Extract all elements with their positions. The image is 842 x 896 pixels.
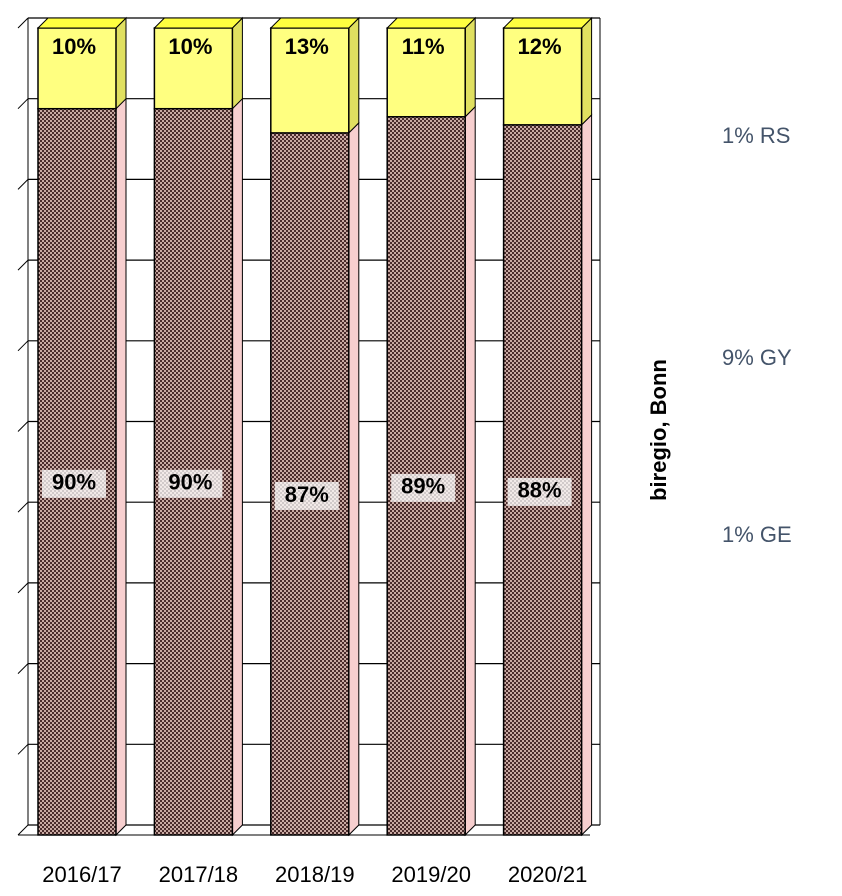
tick-mark <box>17 259 29 271</box>
value-label: 10% <box>168 34 212 59</box>
side-label: 1% GE <box>722 522 792 547</box>
tick-mark <box>17 179 29 190</box>
bar-side <box>231 97 243 837</box>
value-label: 87% <box>285 482 329 507</box>
tick-mark <box>17 421 29 432</box>
value-label: 12% <box>518 34 562 59</box>
bar-side <box>348 121 360 837</box>
label-box <box>274 481 339 510</box>
bars: 90% 10% 2016/17 90% 10% 2017/18 87% 13% 2018/19 8… <box>36 16 593 887</box>
tick-mark <box>17 824 29 836</box>
x-tick-label: 2018/19 <box>275 862 355 887</box>
value-label: 11% <box>402 34 445 59</box>
bar <box>502 27 583 126</box>
bar-top <box>153 17 244 29</box>
label-box <box>158 469 223 498</box>
bar-top <box>269 17 361 29</box>
tick-mark <box>17 582 29 594</box>
x-tick-label: 2020/21 <box>508 862 588 887</box>
tick-mark <box>17 663 29 674</box>
bar <box>37 27 117 110</box>
bar-side <box>115 97 127 837</box>
x-tick-label: 2016/17 <box>42 862 122 887</box>
bar <box>270 27 350 134</box>
tick-mark <box>17 743 29 755</box>
bar-side <box>464 105 476 837</box>
bar-side <box>115 16 127 110</box>
label-box <box>507 477 572 506</box>
bar-side <box>464 16 476 118</box>
bar-top <box>385 17 477 29</box>
tick-mark <box>17 340 29 352</box>
value-label: 89% <box>401 474 445 499</box>
value-label: 90% <box>52 470 96 495</box>
tick-mark <box>17 98 29 110</box>
tick-mark <box>17 501 29 513</box>
value-label: 13% <box>285 34 329 59</box>
bar-top <box>36 17 128 29</box>
bar-side <box>231 16 243 110</box>
bar-side <box>581 113 593 837</box>
side-label: 9% GY <box>722 345 792 370</box>
credit: biregio, Bonn <box>646 359 671 501</box>
x-tick-label: 2019/20 <box>391 862 471 887</box>
bar <box>153 27 234 110</box>
x-tick-label: 2017/18 <box>159 862 239 887</box>
label-box <box>391 473 456 502</box>
label-box <box>42 469 106 498</box>
tick-mark <box>17 17 29 29</box>
value-label: 90% <box>168 470 212 495</box>
bar-side <box>348 16 360 135</box>
bar-side <box>581 16 593 127</box>
bar-top <box>502 17 593 29</box>
value-label: 88% <box>518 478 562 503</box>
value-label: 10% <box>52 34 96 59</box>
side-label: 1% RS <box>722 123 790 148</box>
